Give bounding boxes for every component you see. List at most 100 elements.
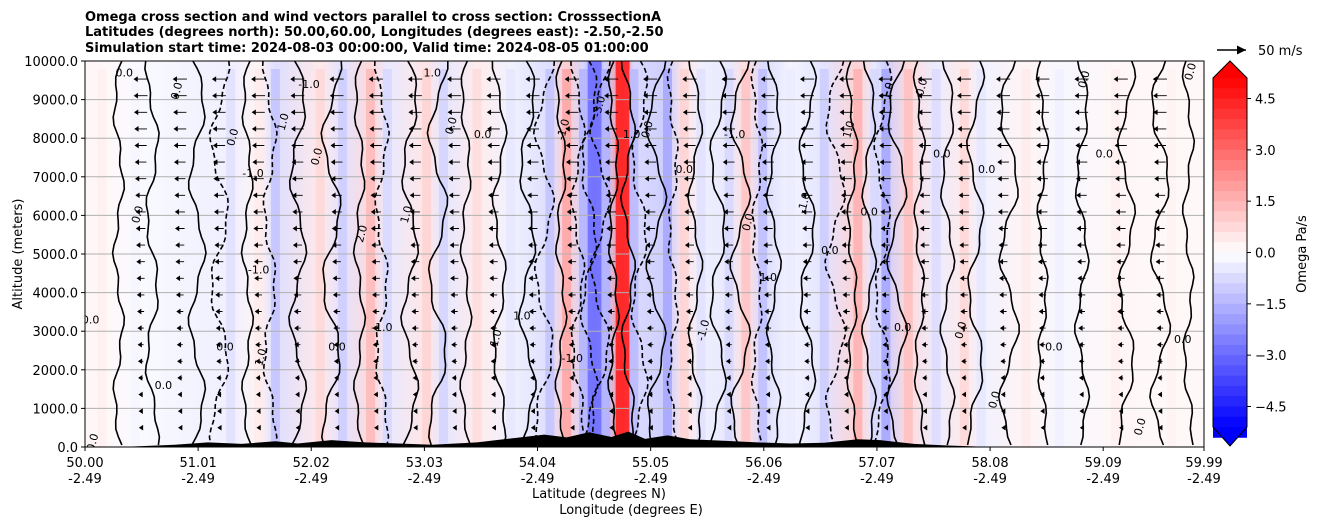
wind-vector bbox=[683, 126, 696, 132]
wind-vector bbox=[883, 391, 888, 398]
wind-vector bbox=[175, 242, 185, 248]
contour-label: 0.0 bbox=[82, 313, 100, 326]
wind-vector bbox=[878, 109, 893, 116]
wind-vector bbox=[217, 424, 222, 431]
wind-vector bbox=[215, 325, 223, 331]
wind-vector bbox=[1039, 358, 1045, 365]
wind-vector bbox=[1036, 142, 1049, 149]
wind-vector bbox=[254, 325, 262, 331]
x-tick-label-lat: 53.03 bbox=[406, 456, 443, 471]
wind-vector bbox=[1156, 292, 1164, 298]
colorbar-extend-max bbox=[1213, 61, 1247, 78]
wind-vector bbox=[643, 92, 658, 99]
wind-vector bbox=[723, 225, 734, 232]
contour-label: 1.0 bbox=[840, 119, 857, 139]
x-tick-label-lon: -2.49 bbox=[294, 472, 328, 487]
wind-vector bbox=[996, 126, 1010, 132]
wind-vector bbox=[959, 275, 968, 282]
wind-vector bbox=[1154, 192, 1166, 199]
contour-line bbox=[619, 61, 637, 446]
wind-vector bbox=[527, 225, 538, 232]
wind-vector bbox=[799, 76, 815, 82]
wind-vector bbox=[133, 92, 148, 99]
omega-band bbox=[853, 69, 863, 447]
wind-vector bbox=[217, 408, 222, 414]
wind-vector bbox=[1039, 325, 1046, 331]
colorbar-band bbox=[1213, 252, 1247, 264]
wind-vector bbox=[488, 242, 498, 248]
x-tick-label-lat: 57.07 bbox=[858, 456, 895, 471]
colorbar-band bbox=[1213, 334, 1247, 346]
wind-vector bbox=[1114, 142, 1127, 149]
wind-vector bbox=[216, 375, 222, 381]
wind-vector bbox=[957, 142, 970, 149]
omega-band bbox=[315, 69, 325, 447]
contour-label: 0.0 bbox=[1045, 341, 1063, 354]
wind-vector bbox=[1076, 242, 1086, 248]
omega-band bbox=[270, 69, 280, 447]
wind-vector bbox=[645, 258, 655, 265]
wind-vector bbox=[213, 192, 225, 199]
y-tick-label: 2000.0 bbox=[33, 364, 79, 379]
colorbar-band bbox=[1213, 190, 1247, 202]
wind-vector bbox=[448, 192, 460, 199]
wind-vector bbox=[1040, 424, 1045, 431]
wind-vector bbox=[961, 408, 967, 414]
wind-vector bbox=[604, 126, 618, 132]
wind-vector bbox=[962, 424, 967, 431]
wind-vector bbox=[761, 126, 775, 132]
wind-vector bbox=[726, 424, 732, 431]
wind-vector bbox=[368, 92, 383, 99]
wind-vector bbox=[1074, 92, 1089, 99]
wind-vector bbox=[409, 175, 421, 182]
wind-vector bbox=[1000, 391, 1006, 398]
wind-vector bbox=[370, 225, 381, 232]
contour-label: -1.0 bbox=[694, 318, 712, 342]
wind-vector bbox=[687, 391, 692, 398]
contour-label: 0.0 bbox=[986, 390, 1003, 410]
omega-band bbox=[724, 69, 734, 447]
wind-vector bbox=[881, 308, 889, 315]
wind-vector bbox=[1115, 209, 1126, 215]
wind-vector bbox=[765, 375, 771, 381]
wind-vector bbox=[565, 159, 578, 165]
wind-vector bbox=[1117, 358, 1124, 365]
wind-vector bbox=[527, 192, 538, 199]
wind-vector bbox=[1155, 258, 1165, 265]
wind-vector bbox=[530, 408, 535, 414]
wind-vector bbox=[958, 209, 969, 215]
wind-vector bbox=[999, 275, 1008, 282]
wind-vector bbox=[842, 292, 850, 298]
wind-vector bbox=[682, 109, 697, 116]
x-tick-label-lon: -2.49 bbox=[973, 472, 1007, 487]
wind-vector bbox=[290, 109, 304, 116]
contour-line bbox=[939, 61, 956, 446]
contour-label: 0.0 bbox=[933, 148, 951, 161]
wind-vector bbox=[1154, 175, 1166, 182]
wind-vector bbox=[491, 408, 496, 414]
wind-vector bbox=[175, 258, 185, 265]
wind-vector bbox=[1153, 126, 1167, 132]
wind-vector bbox=[292, 209, 303, 215]
x-tick-label-lon: -2.49 bbox=[521, 472, 555, 487]
wind-vector bbox=[920, 258, 929, 265]
wind-vector bbox=[608, 358, 614, 365]
colorbar-band bbox=[1213, 129, 1247, 141]
wind-vector bbox=[256, 408, 261, 414]
wind-vector bbox=[723, 175, 735, 182]
wind-vector bbox=[1156, 308, 1164, 315]
wind-vector bbox=[1078, 358, 1085, 365]
wind-vector bbox=[918, 126, 931, 132]
contour-layer bbox=[111, 61, 1196, 446]
wind-vector bbox=[958, 159, 970, 165]
colorbar-band bbox=[1213, 211, 1247, 223]
colorbar-band bbox=[1213, 88, 1247, 100]
wind-vector bbox=[1118, 375, 1124, 381]
wind-vector bbox=[529, 341, 536, 348]
y-tick-label: 3000.0 bbox=[33, 325, 79, 340]
wind-vector bbox=[211, 76, 227, 82]
wind-vector bbox=[842, 325, 850, 331]
wind-vector bbox=[137, 341, 144, 348]
wind-vector bbox=[488, 192, 499, 199]
wind-vector bbox=[174, 209, 185, 215]
